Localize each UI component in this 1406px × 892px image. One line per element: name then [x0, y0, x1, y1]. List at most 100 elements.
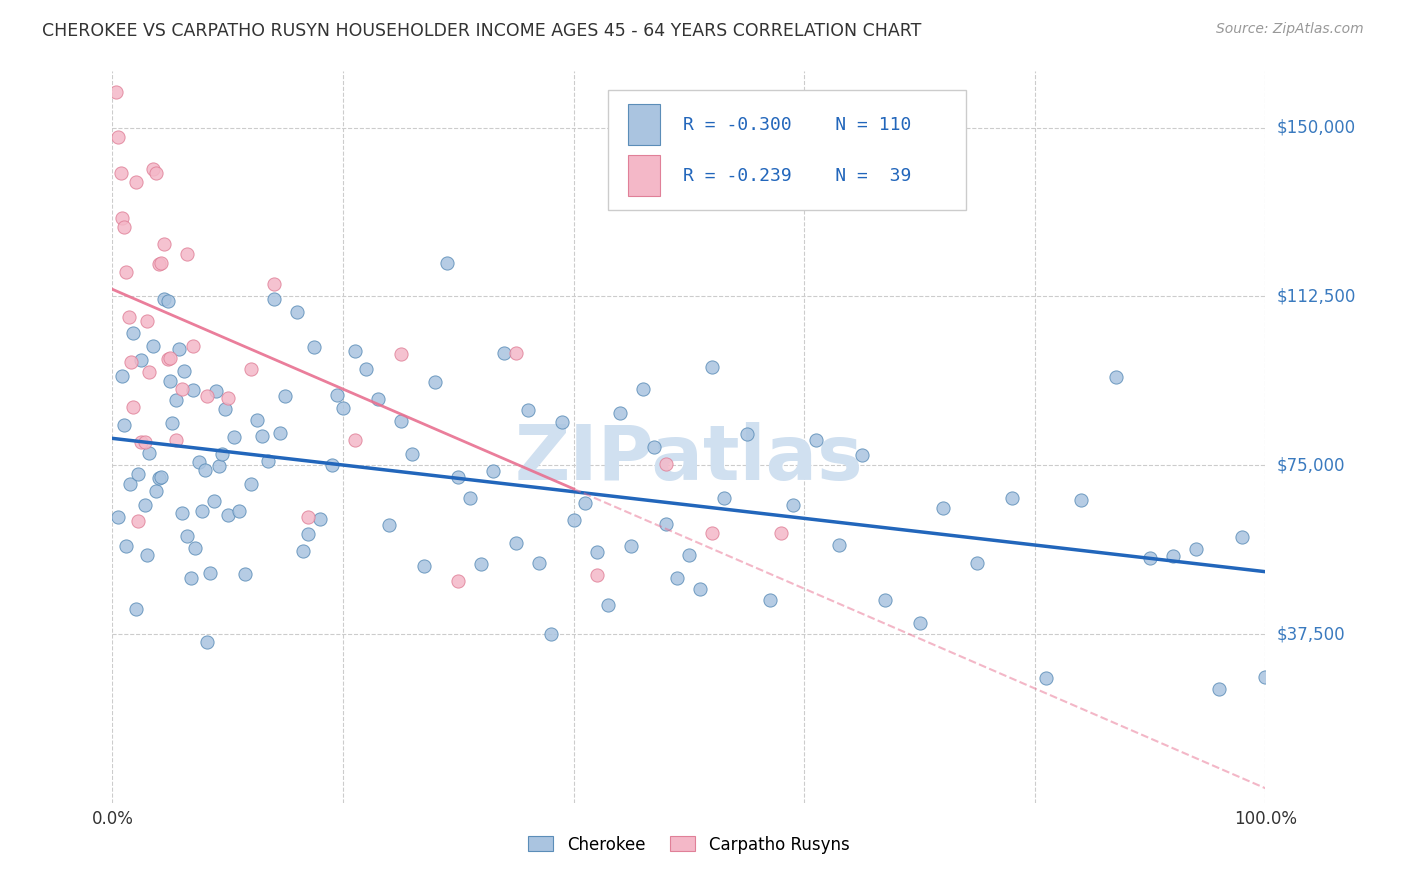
Text: $112,500: $112,500 — [1277, 287, 1355, 305]
Point — [211, 448, 233, 462]
Point — [145, 166, 167, 180]
Point — [620, 539, 643, 553]
Point — [326, 388, 349, 402]
Point — [447, 470, 470, 484]
Point — [343, 343, 366, 358]
Point — [222, 430, 245, 444]
Point — [112, 219, 135, 234]
Point — [643, 441, 665, 455]
Point — [252, 429, 274, 443]
Point — [159, 374, 181, 388]
Point — [1161, 549, 1184, 564]
Point — [516, 402, 538, 417]
Point — [200, 566, 222, 580]
Point — [129, 353, 153, 368]
Point — [170, 507, 193, 521]
Point — [202, 494, 225, 508]
Point — [585, 545, 607, 559]
Point — [321, 458, 343, 472]
Point — [758, 593, 780, 607]
Point — [165, 433, 187, 447]
Point — [908, 615, 931, 630]
Point — [297, 510, 319, 524]
Point — [655, 517, 678, 532]
FancyBboxPatch shape — [609, 90, 966, 211]
Point — [1070, 493, 1092, 508]
Point — [124, 175, 146, 189]
Point — [470, 557, 492, 571]
Point — [142, 339, 165, 353]
Point — [111, 369, 134, 384]
Point — [1232, 531, 1254, 545]
Point — [104, 85, 127, 99]
FancyBboxPatch shape — [628, 155, 661, 195]
Text: $37,500: $37,500 — [1277, 625, 1346, 643]
Point — [655, 457, 678, 471]
Point — [162, 416, 184, 430]
Point — [184, 541, 207, 556]
Point — [111, 211, 134, 225]
Point — [263, 277, 285, 292]
Point — [207, 458, 229, 473]
Point — [412, 559, 434, 574]
Point — [689, 582, 711, 596]
Point — [782, 498, 804, 512]
Point — [153, 293, 176, 307]
Point — [1139, 550, 1161, 565]
Point — [195, 389, 218, 403]
Point — [233, 566, 256, 581]
Point — [367, 392, 389, 407]
Point — [124, 602, 146, 616]
Point — [138, 365, 160, 379]
Point — [274, 388, 297, 402]
Point — [156, 294, 179, 309]
Point — [118, 476, 141, 491]
Point — [173, 364, 195, 378]
Point — [678, 548, 700, 562]
Point — [112, 417, 135, 432]
Point — [574, 496, 596, 510]
Point — [285, 305, 308, 319]
Point — [246, 413, 269, 427]
Point — [176, 247, 198, 261]
Point — [127, 514, 149, 528]
Point — [181, 384, 204, 398]
Point — [966, 556, 988, 570]
Point — [700, 526, 723, 541]
Point — [110, 166, 132, 180]
Point — [631, 382, 654, 396]
Point — [257, 453, 280, 467]
Point — [191, 504, 214, 518]
Point — [138, 446, 160, 460]
Point — [585, 568, 607, 582]
Point — [120, 354, 142, 368]
Point — [122, 400, 145, 414]
Text: Source: ZipAtlas.com: Source: ZipAtlas.com — [1216, 22, 1364, 37]
Point — [1104, 370, 1126, 384]
Point — [176, 528, 198, 542]
Point — [115, 265, 138, 279]
Point — [1001, 491, 1024, 505]
Point — [149, 470, 172, 484]
Point — [378, 518, 401, 533]
Point — [666, 571, 689, 585]
Point — [214, 401, 236, 416]
Point — [170, 382, 193, 396]
Point — [169, 343, 191, 357]
Point — [1208, 682, 1230, 697]
Point — [188, 455, 211, 469]
Point — [159, 351, 181, 366]
Text: R = -0.239    N =  39: R = -0.239 N = 39 — [683, 167, 911, 185]
Point — [148, 256, 170, 270]
Text: ZIPatlas: ZIPatlas — [515, 422, 863, 496]
Point — [136, 548, 159, 562]
Point — [134, 498, 156, 512]
Point — [494, 345, 516, 359]
Point — [127, 467, 149, 482]
Point — [165, 392, 187, 407]
Point — [239, 477, 262, 491]
Text: $150,000: $150,000 — [1277, 119, 1355, 136]
Point — [149, 256, 172, 270]
Point — [505, 345, 527, 359]
Point — [401, 447, 423, 461]
